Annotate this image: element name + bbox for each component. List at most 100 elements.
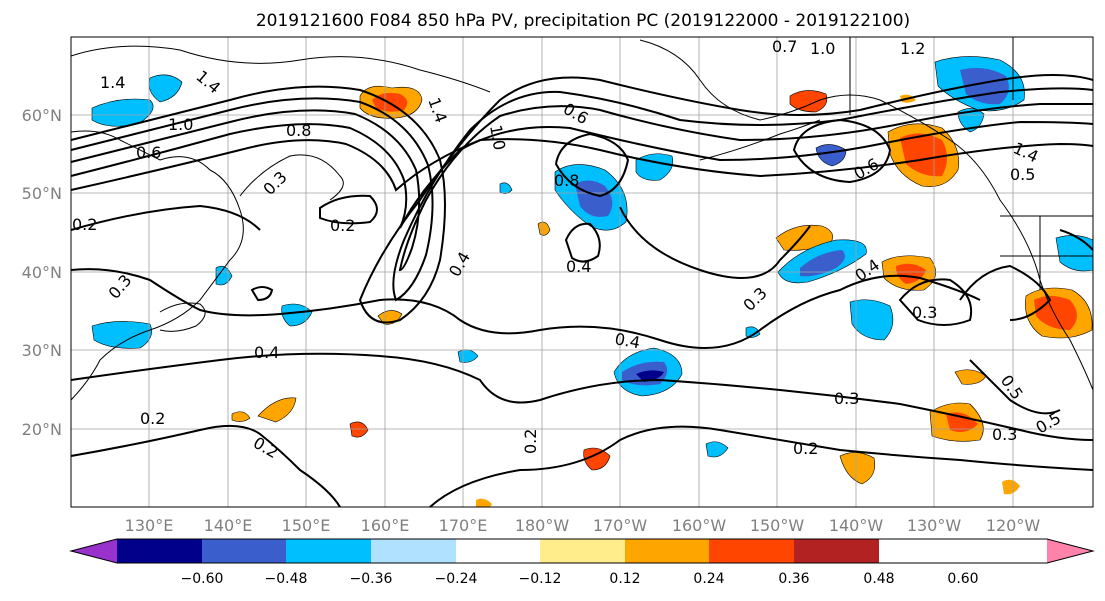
precip-patch bbox=[957, 108, 985, 133]
contour-label: 0.3 bbox=[912, 303, 937, 322]
contour-label: 0.6 bbox=[136, 143, 161, 162]
precip-patch bbox=[476, 498, 492, 507]
pv-contours bbox=[70, 74, 1094, 508]
chart-title: 2019121600 F084 850 hPa PV, precipitatio… bbox=[256, 11, 910, 31]
colorbar-extend-low bbox=[71, 539, 117, 563]
contour-label: 0.2 bbox=[330, 216, 355, 235]
colorbar-tick-label: 0.36 bbox=[778, 571, 809, 587]
pv-contour bbox=[70, 138, 1094, 192]
lon-tick-label: 170°W bbox=[593, 516, 648, 535]
precip-patch bbox=[775, 224, 833, 251]
pv-contour bbox=[554, 132, 630, 198]
contour-label: 1.4 bbox=[100, 73, 125, 92]
contour-label: 1.0 bbox=[486, 123, 509, 151]
pv-contour bbox=[564, 222, 601, 263]
coastline-alaska-us bbox=[639, 39, 1094, 391]
colorbar-tick-label: 0.24 bbox=[693, 571, 724, 587]
colorbar-bin bbox=[709, 539, 794, 563]
lon-tick-label: 130°W bbox=[907, 516, 962, 535]
pv-contour bbox=[959, 264, 1052, 321]
pv-contour bbox=[1059, 229, 1094, 251]
colorbar-tick-label: −0.24 bbox=[435, 571, 478, 587]
contour-label: 0.4 bbox=[613, 329, 641, 352]
pv-contour bbox=[898, 278, 972, 326]
lon-tick-label: 140°E bbox=[204, 516, 253, 535]
pv-contour bbox=[250, 286, 274, 302]
precip-patch bbox=[349, 421, 369, 438]
coastlines bbox=[70, 37, 1094, 401]
gridlines bbox=[71, 37, 1093, 507]
lon-tick-label: 160°E bbox=[361, 516, 410, 535]
colorbar-tick-label: −0.12 bbox=[519, 571, 562, 587]
coastline-aleutians bbox=[699, 119, 821, 161]
precip-shading bbox=[91, 56, 1094, 507]
colorbar-tick-label: 0.48 bbox=[863, 571, 894, 587]
colorbar-bin bbox=[371, 539, 456, 563]
colorbar-tick-label: 0.60 bbox=[947, 571, 978, 587]
precip-patch bbox=[148, 74, 183, 103]
colorbar-tick-label: −0.48 bbox=[265, 571, 308, 587]
precip-patch bbox=[849, 299, 894, 341]
pv-contour bbox=[70, 102, 1093, 272]
contour-label: 1.0 bbox=[810, 39, 835, 58]
pv-contour bbox=[70, 424, 341, 508]
contour-label: 0.4 bbox=[254, 343, 279, 362]
colorbar-tick-label: −0.60 bbox=[181, 571, 224, 587]
lon-tick-label: 170°E bbox=[439, 516, 488, 535]
coastline-asia bbox=[70, 130, 244, 401]
colorbar-bin bbox=[202, 539, 286, 563]
lat-tick-label: 60°N bbox=[22, 106, 62, 125]
precip-patch bbox=[705, 441, 729, 458]
colorbar-bin bbox=[794, 539, 879, 563]
contour-label: 0.5 bbox=[1010, 165, 1035, 184]
contour-label: 1.0 bbox=[168, 115, 193, 134]
pv-contour bbox=[70, 352, 1094, 441]
precip-patch bbox=[91, 321, 152, 349]
map-frame bbox=[70, 36, 1094, 508]
coastline-japan bbox=[159, 302, 206, 332]
pv-contour bbox=[969, 359, 1061, 415]
contour-label: 0.2 bbox=[793, 439, 818, 458]
colorbar: −0.60 −0.48 −0.36 −0.24 −0.12 0.12 0.24 … bbox=[69, 538, 1095, 587]
colorbar-bin bbox=[625, 539, 709, 563]
colorbar-tick-label: −0.36 bbox=[350, 571, 393, 587]
lat-tick-label: 20°N bbox=[22, 420, 62, 439]
contour-label: 0.2 bbox=[72, 215, 97, 234]
colorbar-bin bbox=[456, 539, 540, 563]
lon-axis: 130°E 140°E 150°E 160°E 170°E 180°W 170°… bbox=[125, 516, 1041, 535]
precip-patch bbox=[896, 263, 926, 284]
precip-patch bbox=[636, 370, 664, 382]
contour-label: 0.8 bbox=[286, 121, 311, 140]
contour-label: 1.2 bbox=[900, 39, 925, 58]
pv-contour bbox=[619, 206, 811, 279]
precip-patch bbox=[231, 411, 251, 422]
contour-label: 0.8 bbox=[554, 171, 579, 190]
precip-patch bbox=[946, 412, 978, 432]
lon-tick-label: 130°E bbox=[125, 516, 174, 535]
precip-patch bbox=[1002, 479, 1020, 495]
pv-contour bbox=[319, 194, 378, 225]
precip-patch bbox=[91, 98, 154, 127]
precip-patch bbox=[815, 144, 847, 167]
border-lines bbox=[849, 37, 1014, 115]
precip-patch bbox=[583, 447, 611, 471]
contour-label: 0.7 bbox=[772, 37, 797, 56]
pv-contour bbox=[70, 204, 261, 231]
colorbar-outline bbox=[69, 538, 1095, 564]
lon-tick-label: 150°W bbox=[750, 516, 805, 535]
lon-tick-label: 120°W bbox=[986, 516, 1041, 535]
colorbar-extend-high bbox=[1047, 539, 1093, 563]
lon-tick-label: 140°W bbox=[829, 516, 884, 535]
precip-patch bbox=[900, 133, 947, 177]
lon-tick-label: 150°E bbox=[282, 516, 331, 535]
colorbar-tick-label: 0.12 bbox=[609, 571, 640, 587]
contour-label: 0.2 bbox=[140, 409, 165, 428]
map-panel: 1.4 1.4 1.0 0.8 0.6 0.3 0.2 0.2 0.4 0.4 … bbox=[70, 36, 1094, 508]
coastline-siberia bbox=[70, 45, 491, 93]
precip-patch bbox=[575, 180, 613, 217]
pv-contour bbox=[70, 268, 981, 349]
coastline-kuril bbox=[239, 154, 344, 201]
colorbar-bin bbox=[540, 539, 625, 563]
lon-tick-label: 180°W bbox=[515, 516, 570, 535]
